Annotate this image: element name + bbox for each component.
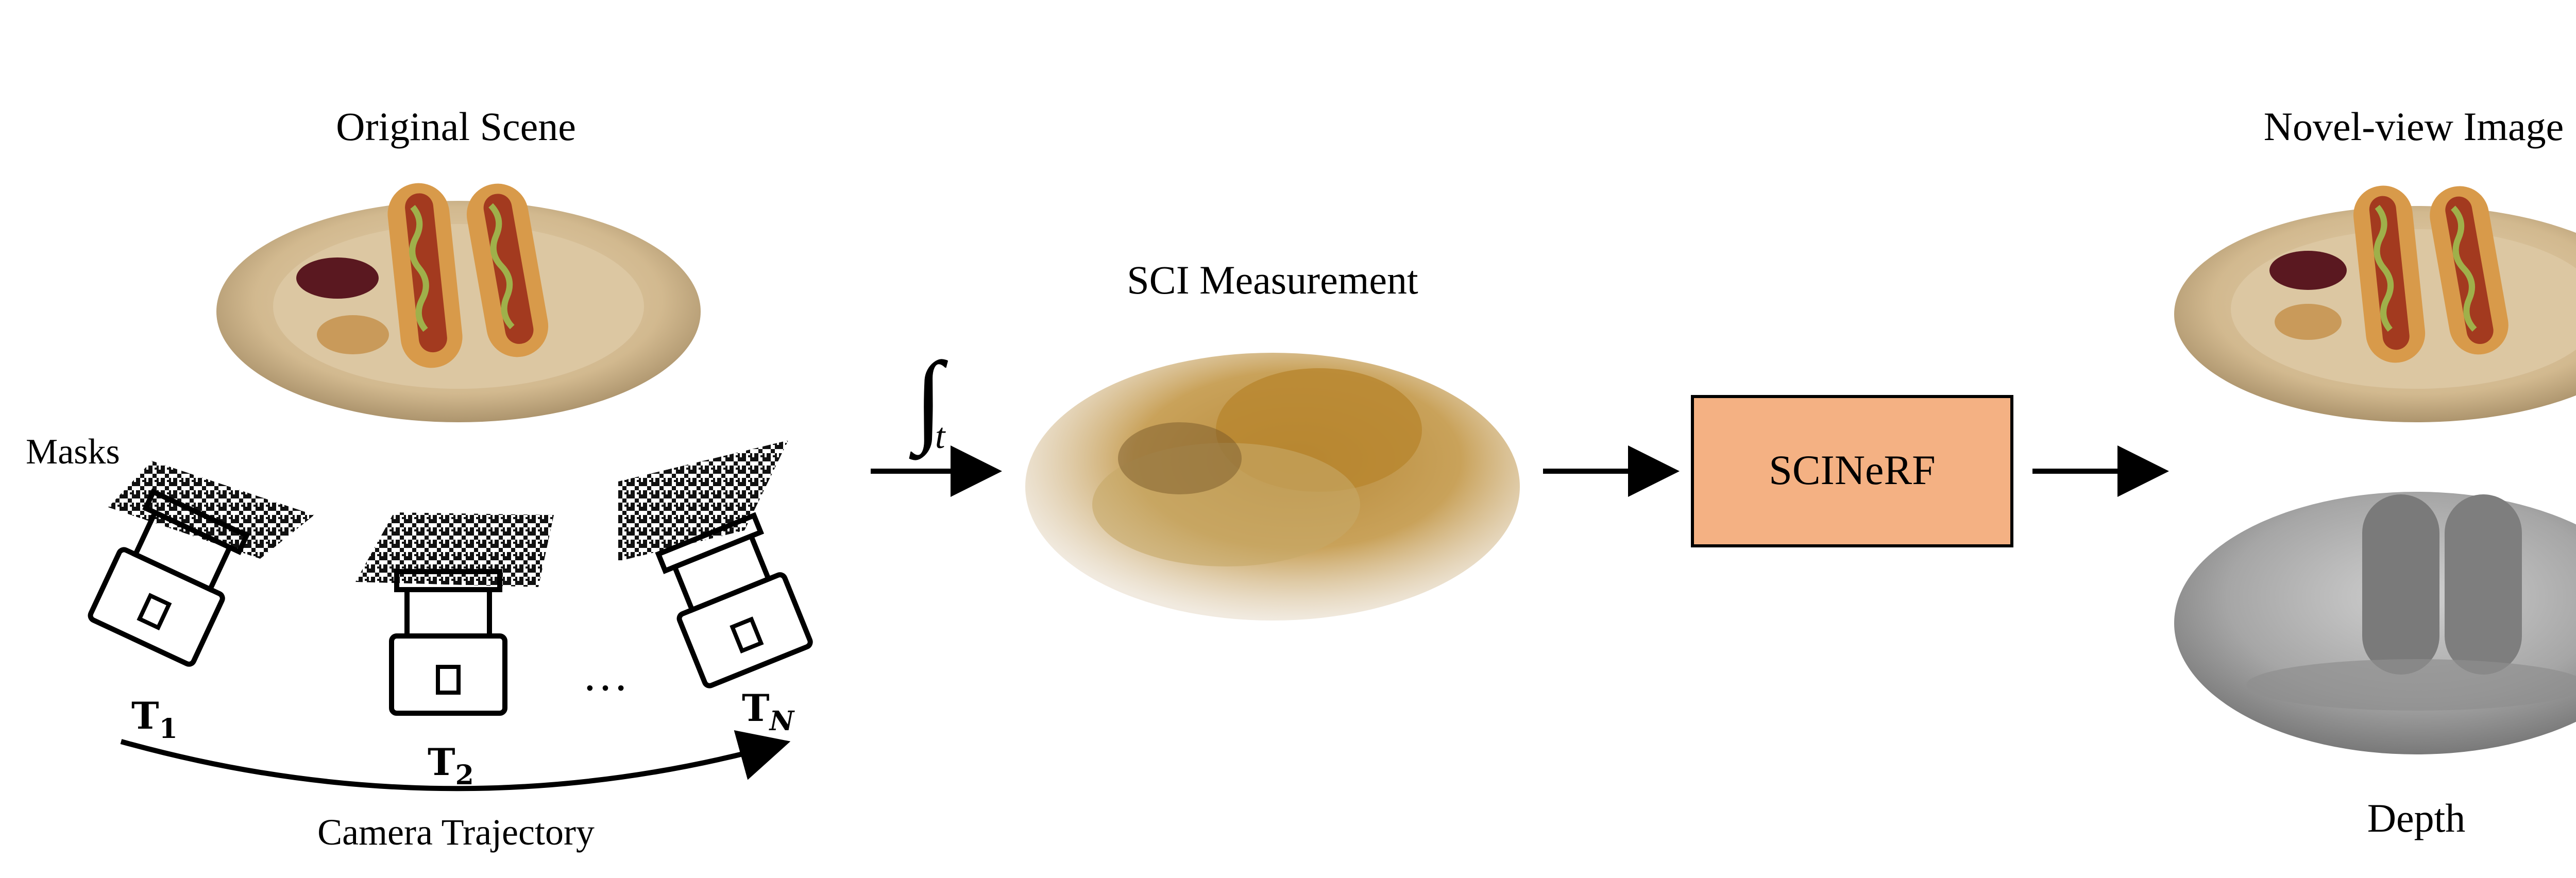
camera-trajectory-arrow: [120, 730, 791, 791]
pose-label-2: T2: [428, 740, 474, 791]
novel-view-title: Novel-view Image: [2264, 104, 2564, 149]
pose-label-1: T1: [131, 694, 178, 745]
camera-ellipsis: …: [582, 649, 629, 700]
sci-measurement-title: SCI Measurement: [1127, 257, 1418, 302]
masks-label: Masks: [26, 432, 120, 472]
camera-icon-1: [88, 488, 250, 667]
depth-map-image: [2174, 492, 2576, 754]
integral-subscript: t: [935, 417, 946, 456]
scinerf-box: SCINeRF: [1691, 395, 2013, 547]
integral-symbol: ∫: [909, 341, 948, 460]
mask-1: [108, 461, 314, 559]
camera-icon-2: [389, 569, 507, 716]
mask-2: [355, 512, 554, 587]
original-scene-plate: [216, 183, 701, 422]
depth-title: Depth: [2367, 796, 2466, 840]
mask-3: [618, 440, 788, 561]
sci-measurement-image: [1025, 353, 1520, 621]
scinerf-label: SCINeRF: [1769, 446, 1936, 493]
pose-label-n: TN: [742, 686, 795, 737]
novel-view-image: [2174, 185, 2576, 422]
original-scene-title: Original Scene: [336, 104, 576, 149]
camera-icon-3: [655, 512, 813, 688]
camera-trajectory-label: Camera Trajectory: [317, 812, 595, 853]
